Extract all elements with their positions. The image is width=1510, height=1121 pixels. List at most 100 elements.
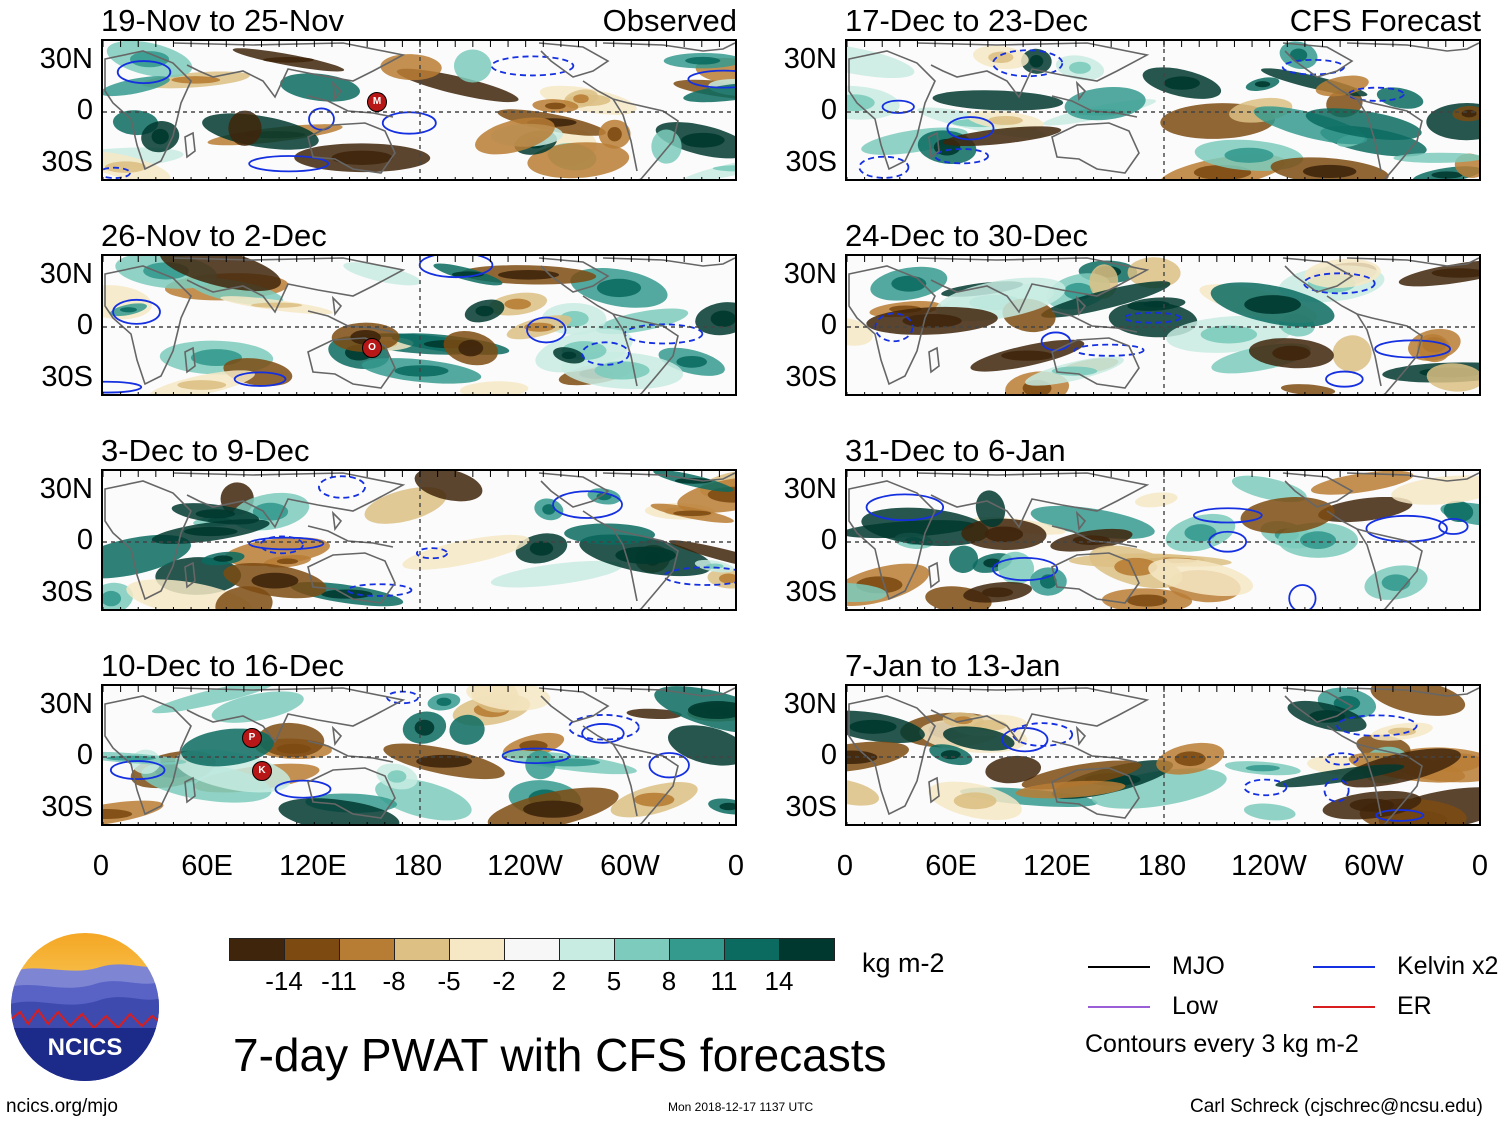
map-frame [845,39,1481,181]
colorbar-tick-label: -14 [265,966,303,996]
logo-text: NCICS [48,1034,123,1061]
lon-label: 120E [1023,850,1091,882]
lat-label: 30N [39,258,93,290]
panel-title: 17-Dec to 23-Dec [845,3,1088,38]
lat-label: 30S [41,361,93,393]
lon-label: 0 [1471,850,1489,882]
legend-label: ER [1397,992,1432,1020]
colorbar-tick-label: -2 [492,966,516,996]
colorbar-swatch [449,938,505,961]
lat-label: 0 [76,94,93,126]
legend-line-er [1313,1006,1375,1008]
legend-label: Low [1172,992,1218,1020]
lat-label: 30N [783,43,837,75]
lat-label: 30N [783,688,837,720]
lon-label: 60W [1344,850,1404,882]
lon-label: 60E [181,850,233,882]
colorbar-unit: kg m-2 [862,948,945,978]
lat-label: 0 [820,524,837,556]
legend-label: Kelvin x2 [1397,952,1499,980]
map-frame [101,39,737,181]
legend-line-kelvin-x2 [1313,966,1375,968]
storm-marker-icon: O [362,338,382,358]
ncics-logo: NCICS [10,932,160,1082]
lat-label: 0 [820,309,837,341]
panel-title: 31-Dec to 6-Jan [845,433,1066,468]
lat-label: 30S [785,146,837,178]
lat-label: 30S [41,791,93,823]
panel-title: 7-Jan to 13-Jan [845,648,1061,683]
map-frame [845,684,1481,826]
lon-label: 60W [600,850,660,882]
colorbar-swatch [339,938,395,961]
footer-author[interactable]: Carl Schreck (cjschrec@ncsu.edu) [1190,1096,1483,1117]
lon-label: 180 [393,850,443,882]
pwat-anomaly-field [847,41,1479,179]
colorbar-tick-label: 14 [764,966,794,996]
panel-title: 26-Nov to 2-Dec [101,218,327,253]
lat-label: 30N [39,688,93,720]
lat-label: 30S [785,576,837,608]
pwat-anomaly-field [103,41,735,179]
footer-website[interactable]: ncics.org/mjo [6,1096,118,1117]
lat-label: 30S [41,576,93,608]
legend-label: MJO [1172,952,1225,980]
map-frame [101,684,737,826]
pwat-anomaly-field [847,471,1479,609]
lat-label: 30S [785,361,837,393]
colorbar-tick-label: -11 [321,966,357,996]
lon-label: 180 [1137,850,1187,882]
map-frame [101,469,737,611]
lat-label: 30N [783,473,837,505]
panel-title: 10-Dec to 16-Dec [101,648,344,683]
panel-label: CFS Forecast [1289,3,1481,38]
colorbar-tick-label: -8 [382,966,406,996]
colorbar-swatch [229,938,285,961]
pwat-anomaly-field [847,686,1479,824]
storm-marker-icon: P [242,728,262,748]
pwat-anomaly-field [103,686,735,824]
lon-label: 0 [727,850,745,882]
lon-label: 120E [279,850,347,882]
lat-label: 0 [820,94,837,126]
lat-label: 0 [76,524,93,556]
panel-title: 3-Dec to 9-Dec [101,433,310,468]
lat-label: 30S [41,146,93,178]
main-title: 7-day PWAT with CFS forecasts [233,1029,887,1081]
lat-label: 30N [783,258,837,290]
lat-label: 30N [39,473,93,505]
footer-timestamp: Mon 2018-12-17 1137 UTC [668,1100,814,1114]
storm-marker-icon: K [252,761,272,781]
panel-title: 19-Nov to 25-Nov [101,3,344,38]
colorbar-tick-label: 8 [661,966,677,996]
lat-label: 30N [39,43,93,75]
storm-marker-icon: M [367,92,387,112]
colorbar-tick-label: 5 [606,966,622,996]
lon-label: 60E [925,850,977,882]
colorbar-swatch [504,938,560,961]
legend-line-low [1088,1006,1150,1008]
map-frame [845,254,1481,396]
colorbar-swatch [284,938,340,961]
colorbar-swatch [779,938,835,961]
lon-label: 0 [92,850,110,882]
colorbar-swatch [669,938,725,961]
pwat-anomaly-field [847,256,1479,394]
panel-title: 24-Dec to 30-Dec [845,218,1088,253]
lat-label: 30S [785,791,837,823]
colorbar-swatch [559,938,615,961]
lat-label: 0 [820,739,837,771]
lon-label: 120W [1231,850,1307,882]
map-frame [845,469,1481,611]
pwat-anomaly-field [103,256,735,394]
lon-label: 0 [836,850,854,882]
colorbar-tick-label: -5 [437,966,461,996]
lat-label: 0 [76,309,93,341]
lon-label: 120W [487,850,563,882]
map-frame [101,254,737,396]
panel-label: Observed [602,3,737,38]
colorbar-tick-label: 11 [710,966,738,996]
contours-note: Contours every 3 kg m-2 [1085,1030,1359,1058]
legend-line-mjo [1088,966,1150,968]
colorbar-swatch [724,938,780,961]
